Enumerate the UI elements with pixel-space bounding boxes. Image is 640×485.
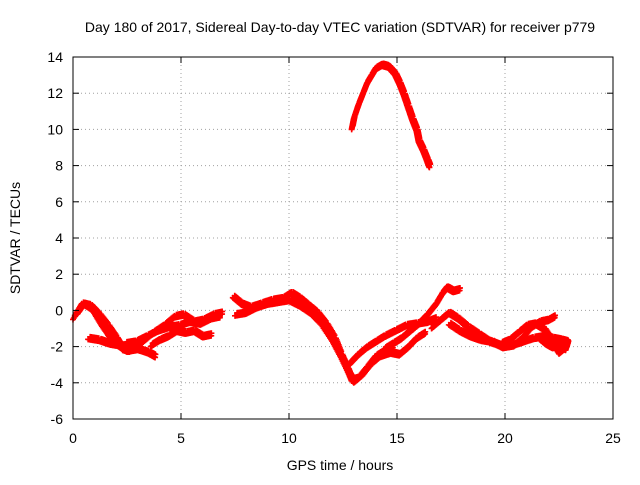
y-tick-label: 4: [55, 230, 63, 246]
data-point: [152, 354, 159, 361]
y-tick-label: -2: [51, 339, 64, 355]
x-tick-label: 0: [69, 430, 77, 446]
data-point: [422, 330, 429, 337]
data-point: [551, 314, 558, 321]
axis-ticks: [72, 56, 614, 420]
y-tick-label: 0: [55, 302, 63, 318]
y-tick-label: 6: [55, 194, 63, 210]
data-point: [216, 314, 223, 321]
y-tick-label: 14: [47, 49, 63, 65]
data-point: [456, 287, 463, 294]
data-point: [564, 339, 571, 346]
data-point: [426, 164, 433, 171]
chart-title: Day 180 of 2017, Sidereal Day-to-day VTE…: [85, 19, 595, 35]
x-tick-label: 25: [605, 430, 621, 446]
x-axis-label: GPS time / hours: [287, 457, 394, 473]
tick-labels: 0 5 10 15 20 25 -6 -4 -2 0 2 4 6 8 10 12 14: [47, 49, 621, 446]
data-point: [208, 332, 215, 339]
y-tick-label: 8: [55, 158, 63, 174]
y-tick-label: -4: [51, 375, 64, 391]
y-tick-label: -6: [51, 411, 64, 427]
y-tick-label: 2: [55, 266, 63, 282]
x-tick-label: 20: [497, 430, 513, 446]
data-points: [70, 60, 572, 386]
x-tick-label: 10: [281, 430, 297, 446]
y-tick-label: 10: [47, 121, 63, 137]
x-tick-label: 15: [389, 430, 405, 446]
x-tick-label: 5: [177, 430, 185, 446]
grid: [73, 57, 613, 419]
y-axis-label: SDTVAR / TECUs: [7, 182, 23, 294]
y-tick-label: 12: [47, 85, 63, 101]
